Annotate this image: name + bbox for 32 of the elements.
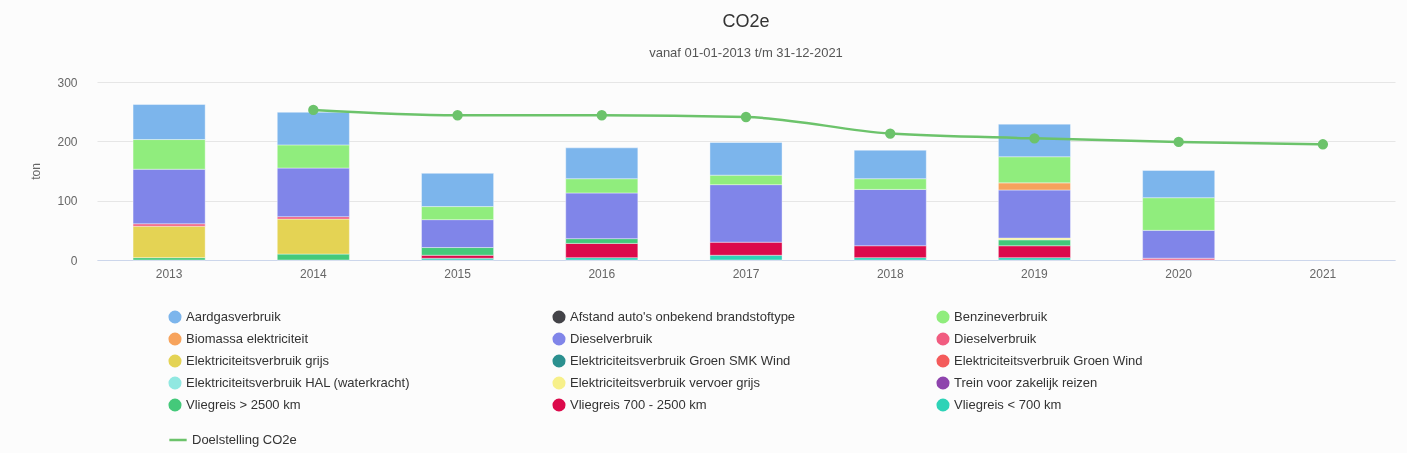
legend-label: Elektriciteitsverbruik grijs <box>186 353 330 368</box>
y-tick-label: 300 <box>57 75 78 90</box>
x-tick-label: 2018 <box>876 266 904 281</box>
legend-label: Dieselverbruik <box>954 331 1037 346</box>
legend-label: Biomassa elektriciteit <box>186 331 309 346</box>
legend-label: Elektriciteitsverbruik vervoer grijs <box>570 375 761 390</box>
x-tick-label: 2016 <box>588 266 616 281</box>
chart-title: CO2e <box>722 11 770 31</box>
legend-label: Aardgasverbruik <box>186 309 282 324</box>
y-tick-label: 0 <box>70 253 78 268</box>
x-tick-label: 2021 <box>1309 266 1337 281</box>
y-tick-label: 200 <box>57 134 78 149</box>
legend-label: Benzineverbruik <box>954 309 1048 324</box>
legend-label: Dieselverbruik <box>570 331 653 346</box>
x-tick-label: 2019 <box>1021 266 1049 281</box>
x-tick-label: 2014 <box>299 266 327 281</box>
x-tick-label: 2020 <box>1165 266 1193 281</box>
legend-label: Elektriciteitsverbruik Groen Wind <box>954 353 1143 368</box>
x-tick-label: 2013 <box>155 266 183 281</box>
legend-label: Vliegreis < 700 km <box>954 397 1062 412</box>
legend-label: Doelstelling CO2e <box>192 432 297 447</box>
chart-subtitle: vanaf 01-01-2013 t/m 31-12-2021 <box>649 45 843 60</box>
legend-label: Vliegreis > 2500 km <box>186 397 301 412</box>
legend-label: Elektriciteitsverbruik HAL (waterkracht) <box>186 375 410 390</box>
legend-label: Elektriciteitsverbruik Groen SMK Wind <box>570 353 791 368</box>
legend-label: Vliegreis 700 - 2500 km <box>570 397 707 412</box>
legend-label: Trein voor zakelijk reizen <box>954 375 1098 390</box>
y-tick-label: 100 <box>57 194 78 209</box>
x-tick-label: 2017 <box>732 266 760 281</box>
legend-label: Afstand auto's onbekend brandstoftype <box>570 309 796 324</box>
x-tick-label: 2015 <box>444 266 472 281</box>
y-axis-title: ton <box>29 163 44 180</box>
